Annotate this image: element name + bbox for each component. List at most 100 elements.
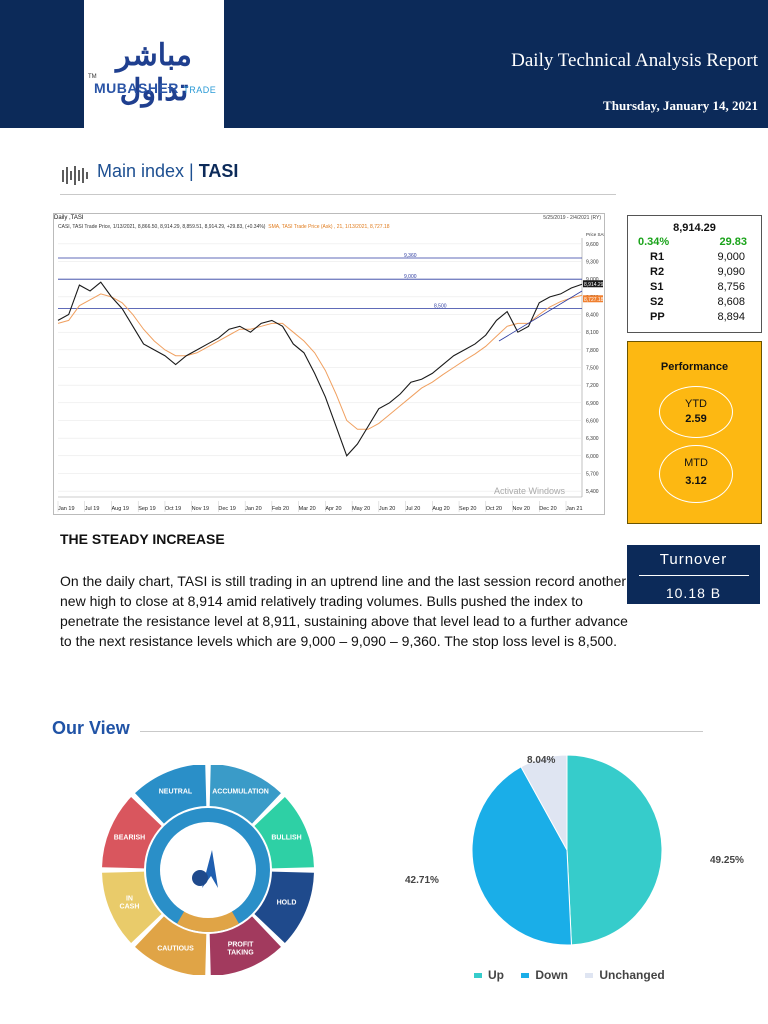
level-label: 9,360 [404, 253, 417, 259]
analysis-heading: THE STEADY INCREASE [60, 531, 225, 547]
level-row: PP 8,894 [628, 310, 761, 325]
pie-value-label: 42.71% [405, 875, 439, 886]
wheel-label: CAUTIOUS [157, 946, 194, 953]
level-key: S2 [650, 296, 664, 308]
our-view-title: Our View [52, 718, 130, 738]
mtd-label: MTD [684, 457, 708, 469]
level-key: S1 [650, 281, 664, 293]
y-tick-label: 9,600 [586, 242, 599, 248]
x-tick-label: Jul 19 [85, 506, 100, 512]
tasi-chart: Daily ,TASI 5/25/2019 - 2/4/2021 (RY) CA… [53, 213, 605, 515]
legend-main: CASI, TASI Trade Price, 1/13/2021, 8,866… [58, 224, 266, 230]
level-key: R1 [650, 251, 665, 263]
change-row: 0.34% 29.83 [628, 235, 761, 250]
chart-plot: 5,400 5,700 6,000 6,300 6,600 6,900 7,200 7,500… [57, 232, 604, 512]
analysis-body: On the daily chart, TASI is still tradin… [60, 573, 628, 649]
legend-item-down: Down [521, 968, 568, 982]
y-tick-label: 6,000 [586, 454, 599, 460]
level-row: S2 8,608 [628, 295, 761, 310]
x-tick-label: Apr 20 [325, 506, 341, 512]
activate-windows-watermark: Activate Windows [494, 486, 566, 496]
y-tick-label: 6,900 [586, 401, 599, 407]
wheel-label: BULLISH [271, 834, 301, 841]
level-value: 9,090 [717, 266, 745, 278]
legend-item-up: Up [474, 968, 504, 982]
report-date: Thursday, January 14, 2021 [603, 98, 758, 113]
our-view-divider [140, 731, 703, 732]
x-tick-label: Aug 19 [111, 506, 128, 512]
x-tick-label: Oct 20 [486, 506, 502, 512]
x-tick-label: Jun 20 [379, 506, 396, 512]
levels-list: R1 9,000 R2 9,090 S1 8,756 S2 8,608 PP 8,894 [628, 250, 761, 325]
wheel-label: PROFIT [228, 942, 254, 949]
wheel-label: ACCUMULATION [212, 788, 269, 795]
turnover-panel: Turnover 10.18 B [627, 545, 760, 604]
section-divider [60, 194, 616, 195]
level-label: 9,000 [404, 274, 417, 280]
turnover-divider [638, 575, 749, 576]
chart-legend: CASI, TASI Trade Price, 1/13/2021, 8,866… [58, 224, 390, 230]
last-price-label: 8,914.29 [584, 282, 604, 288]
last-price-tag [583, 280, 603, 288]
legend-swatch [474, 973, 482, 979]
y-tick-label: 7,800 [586, 348, 599, 354]
section-title: Main index | TASI [97, 161, 238, 182]
pie-slice [520, 755, 568, 851]
pie-legend: Up Down Unchanged [474, 968, 679, 982]
y-tick-label: 8,400 [586, 313, 599, 319]
level-value: 9,000 [717, 251, 745, 263]
section-name: TASI [198, 161, 239, 181]
turnover-value: 10.18 B [665, 585, 722, 601]
wheel-label: NEUTRAL [159, 788, 193, 795]
chart-title: Daily ,TASI [54, 215, 84, 221]
level-row: S1 8,756 [628, 280, 761, 295]
legend-label: Down [535, 968, 569, 982]
sma-price-tag [583, 295, 603, 303]
pie-value-label: 8.04% [527, 755, 555, 766]
legend-item-unchanged: Unchanged [585, 968, 665, 982]
ytd-label: YTD [685, 398, 707, 410]
x-tick-label: Dec 19 [218, 506, 235, 512]
x-tick-label: Sep 19 [138, 506, 155, 512]
wheel-segment [254, 871, 314, 943]
sentiment-wheel: NEUTRAL ACCUMULATION BULLISH HOLD PROFITTAKI… [102, 765, 314, 975]
mtd-badge: MTD 3.12 [659, 445, 733, 503]
y-tick-label: 9,300 [586, 260, 599, 266]
legend-swatch [585, 973, 594, 979]
wheel-segment [135, 916, 207, 975]
x-tick-label: Sep 20 [459, 506, 476, 512]
x-tick-label: Jul 20 [406, 506, 421, 512]
level-value: 8,756 [717, 281, 745, 293]
section-prefix: Main index | [97, 161, 199, 181]
pie-slice [471, 766, 572, 946]
logo-tm: TM [88, 74, 97, 80]
x-tick-label: Jan 20 [245, 506, 262, 512]
wheel-label: HOLD [277, 900, 297, 907]
uptrend-line [498, 290, 583, 342]
change-pct: 0.34% [638, 236, 670, 248]
ytd-badge: YTD 2.59 [659, 386, 733, 438]
report-header: مباشر تداول TM MUBASHER TRADE Daily Tech… [0, 0, 768, 128]
wheel-segment [135, 765, 207, 824]
legend-sma: SMA, TASI Trade Price (Ask) , 21, 1/13/2… [268, 224, 390, 230]
turnover-label: Turnover [659, 551, 728, 568]
x-tick-label: Nov 19 [192, 506, 209, 512]
report-title: Daily Technical Analysis Report [511, 50, 758, 71]
level-value: 8,894 [717, 311, 745, 323]
legend-swatch [521, 973, 530, 979]
mubasher-logo: مباشر تداول TM MUBASHER TRADE [84, 0, 224, 128]
wheel-label: CASH [120, 904, 140, 911]
performance-title: Performance [660, 361, 729, 373]
level-key: PP [650, 311, 665, 323]
legend-label: Up [488, 968, 504, 982]
performance-panel: Performance YTD 2.59 MTD 3.12 [627, 341, 762, 524]
pie-value-label: 49.25% [710, 855, 744, 866]
legend-label: Unchanged [599, 968, 665, 982]
mtd-value: 3.12 [685, 475, 707, 487]
level-key: R2 [650, 266, 665, 278]
x-tick-label: May 20 [352, 506, 370, 512]
market-breadth-pie: 49.25% 42.71% 8.04% [405, 755, 744, 946]
sma-line [57, 293, 583, 430]
wheel-segment [102, 871, 162, 943]
level-value: 8,608 [717, 296, 745, 308]
